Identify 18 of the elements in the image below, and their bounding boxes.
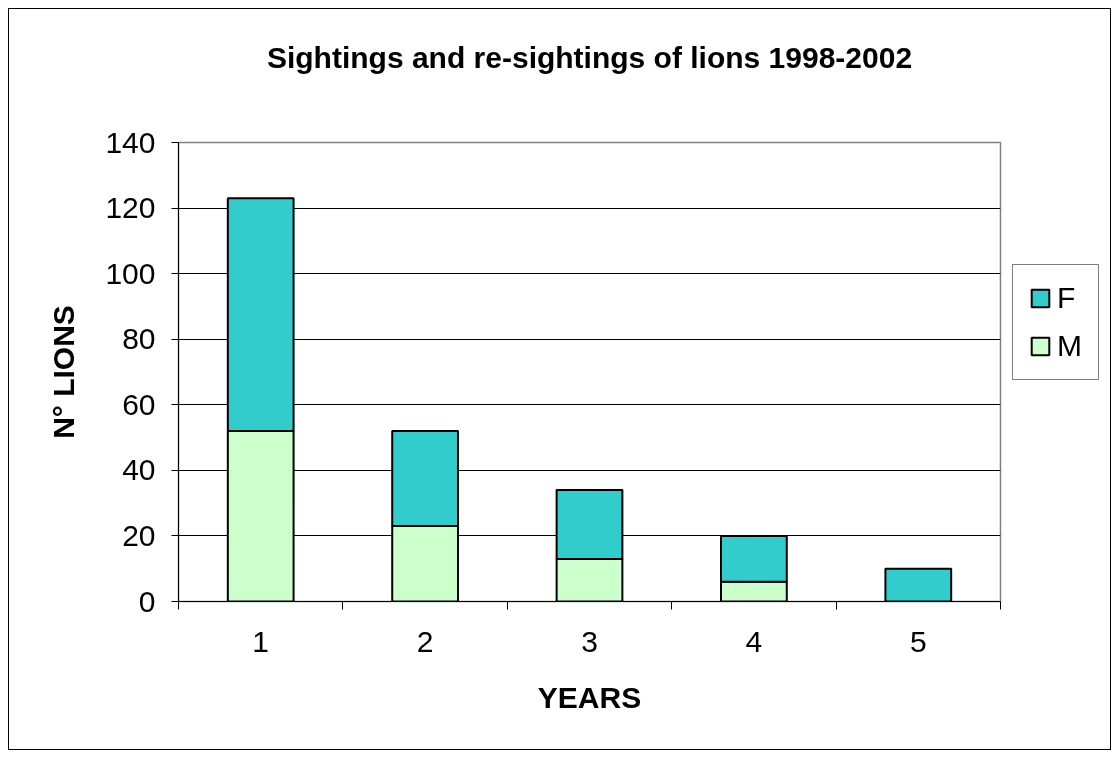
x-tick-label: 4	[745, 624, 763, 658]
x-tick-label: 1	[252, 624, 270, 658]
y-tick-label: 80	[122, 322, 156, 356]
y-tick-label: 120	[105, 191, 156, 225]
y-axis-title: N° LIONS	[47, 305, 81, 439]
y-tick-label: 100	[105, 256, 156, 290]
x-tick-label: 3	[581, 624, 598, 658]
x-axis-title: YEARS	[537, 680, 642, 714]
chart-title: Sightings and re-sightings of lions 1998-2002	[266, 40, 913, 74]
y-tick-label: 0	[138, 584, 156, 618]
legend-label: F	[1057, 281, 1077, 315]
x-tick-label: 5	[909, 624, 927, 658]
y-tick-label: 140	[105, 125, 156, 159]
y-tick-label: 60	[122, 387, 156, 421]
legend-label: M	[1057, 329, 1082, 363]
x-tick-label: 2	[416, 624, 434, 658]
y-tick-label: 40	[122, 453, 156, 487]
y-tick-label: 20	[122, 518, 156, 552]
